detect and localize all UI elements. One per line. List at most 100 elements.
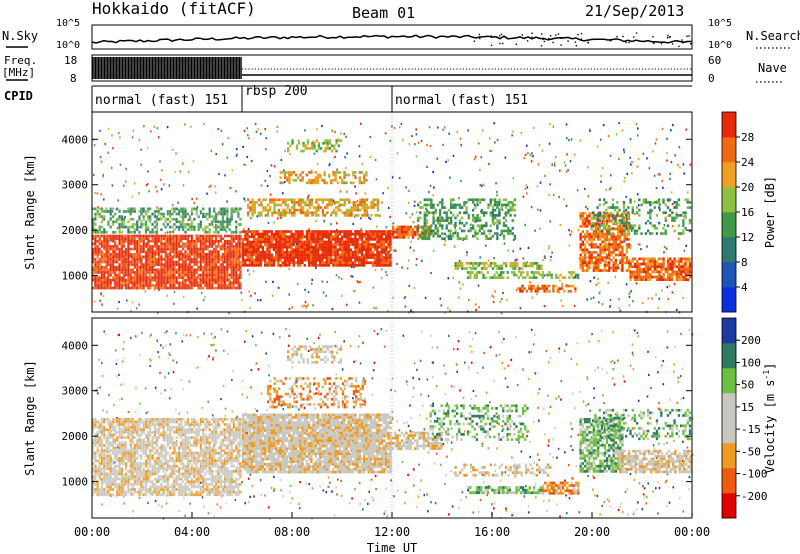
heatmap-cell [275, 243, 278, 246]
scatter-cell [534, 229, 536, 232]
heatmap-cell [341, 258, 344, 262]
heatmap-cell [476, 264, 479, 268]
scatter-cell [398, 126, 401, 129]
heatmap-cell [347, 258, 350, 262]
scatter-cell [416, 211, 418, 214]
heatmap-cell [423, 203, 426, 207]
heatmap-cell [347, 230, 350, 233]
scatter-cell [260, 184, 263, 187]
heatmap-cell [323, 230, 326, 233]
scatter-cell [269, 175, 271, 178]
heatmap-cell [279, 232, 282, 236]
heatmap-cell [246, 240, 249, 244]
heatmap-cell [445, 211, 448, 215]
heatmap-cell [447, 221, 451, 225]
scatter-cell [494, 290, 496, 293]
heatmap-cell [158, 268, 161, 272]
heatmap-cell [651, 270, 654, 274]
heatmap-cell [599, 238, 602, 241]
scatter-cell [549, 183, 551, 186]
heatmap-cell [186, 268, 189, 272]
heatmap-cell [376, 245, 379, 249]
heatmap-cell [301, 178, 304, 182]
scatter-cell [468, 299, 470, 302]
heatmap-cell [226, 210, 229, 213]
heatmap-cell [614, 245, 617, 249]
scatter-cell [119, 136, 121, 139]
heatmap-cell [259, 258, 262, 262]
nsearch-dot [555, 34, 557, 36]
scatter-cell [158, 288, 160, 291]
heatmap-cell [191, 260, 194, 264]
scatter-cell [227, 137, 230, 140]
scatter-cell [651, 297, 653, 300]
heatmap-cell [627, 261, 631, 265]
heatmap-cell [326, 141, 329, 145]
heatmap-cell [259, 235, 262, 239]
heatmap-cell [491, 198, 495, 202]
heatmap-cell [129, 281, 132, 285]
heatmap-cell [138, 215, 141, 218]
heatmap-cell [195, 250, 198, 253]
heatmap-cell [107, 286, 110, 290]
heatmap-cell [567, 289, 570, 293]
heatmap-cell [303, 240, 306, 244]
heatmap-cell [445, 227, 448, 230]
heatmap-cell [171, 239, 174, 243]
scatter-cell [226, 246, 229, 249]
heatmap-cell [507, 211, 510, 215]
heatmap-cell [625, 261, 628, 265]
heatmap-cell [202, 268, 205, 272]
heatmap-cell [312, 245, 315, 249]
heatmap-cell [160, 263, 163, 266]
scatter-cell [666, 159, 668, 162]
heatmap-cell [253, 251, 256, 254]
heatmap-cell [533, 276, 536, 279]
heatmap-cell [208, 242, 211, 246]
heatmap-cell [255, 253, 258, 257]
heatmap-cell [268, 243, 271, 246]
heatmap-cell [232, 278, 236, 282]
heatmap-cell [509, 214, 512, 217]
scatter-cell [96, 192, 99, 195]
scatter-cell [202, 299, 205, 302]
nsearch-dot [531, 32, 533, 34]
heatmap-cell [149, 265, 152, 269]
heatmap-cell [244, 258, 247, 262]
heatmap-cell [341, 251, 344, 254]
heatmap-cell [321, 253, 324, 257]
heatmap-cell [264, 253, 267, 257]
scatter-cell [618, 298, 620, 301]
heatmap-cell [405, 233, 408, 237]
heatmap-cell [439, 214, 442, 217]
scatter-cell [449, 232, 452, 235]
scatter-cell [404, 296, 407, 299]
heatmap-cell [248, 245, 251, 249]
heatmap-cell [493, 273, 496, 277]
heatmap-cell [313, 141, 316, 145]
heatmap-cell [136, 281, 139, 285]
heatmap-cell [107, 247, 110, 251]
heatmap-cell [592, 214, 595, 218]
heatmap-cell [235, 237, 238, 240]
heatmap-cell [264, 261, 267, 265]
heatmap-cell [456, 262, 459, 265]
heatmap-cell [253, 245, 256, 249]
heatmap-cell [158, 252, 161, 256]
heatmap-cell [513, 264, 517, 268]
heatmap-cell [133, 210, 137, 213]
heatmap-cell [625, 217, 628, 220]
heatmap-cell [306, 139, 310, 142]
heatmap-cell [297, 251, 300, 254]
heatmap-cell [208, 234, 211, 238]
heatmap-cell [545, 287, 548, 290]
heatmap-cell [332, 261, 335, 265]
heatmap-cell [619, 232, 622, 236]
heatmap-cell [323, 240, 326, 244]
heatmap-cell [266, 230, 269, 233]
heatmap-cell [608, 264, 611, 267]
heatmap-cell [120, 260, 123, 264]
heatmap-cell [614, 258, 617, 262]
heatmap-cell [581, 222, 584, 226]
